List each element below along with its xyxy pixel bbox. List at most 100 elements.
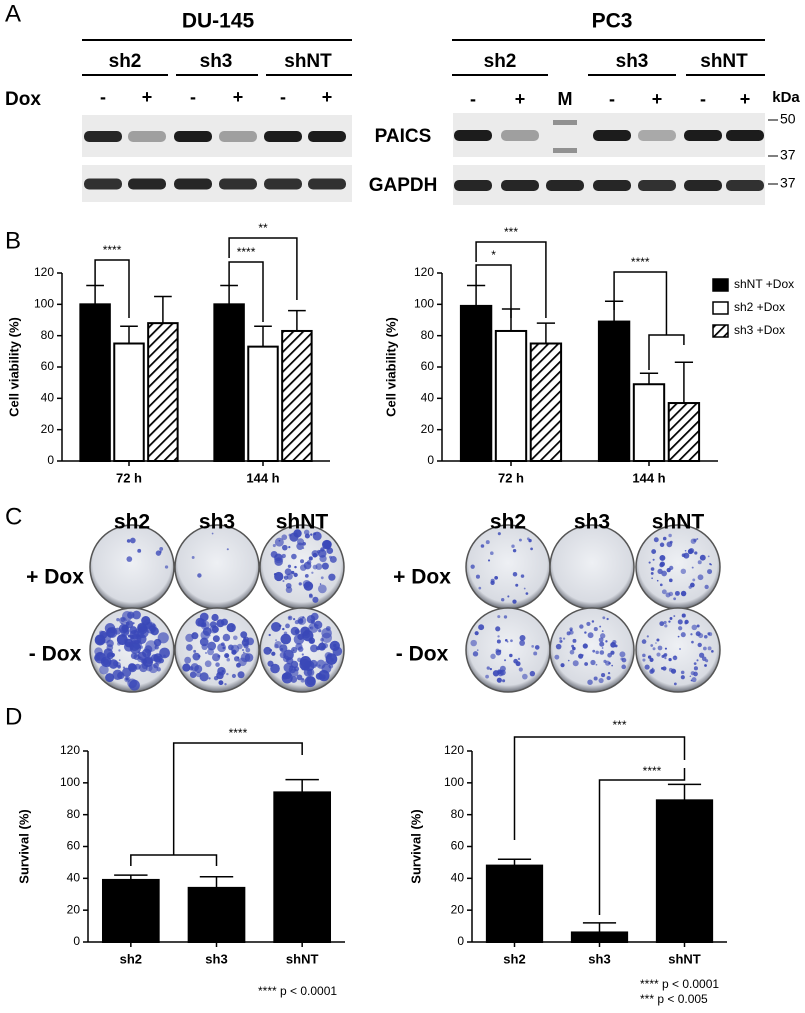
colony bbox=[112, 669, 123, 680]
colony bbox=[707, 646, 712, 651]
colony bbox=[529, 670, 536, 677]
y-tick-label: 120 bbox=[414, 265, 434, 279]
colony bbox=[684, 619, 689, 624]
column-label: shNT bbox=[276, 511, 329, 534]
row-label: + Dox bbox=[26, 566, 84, 589]
y-axis-label: Survival (%) bbox=[408, 809, 423, 883]
colony bbox=[650, 644, 654, 647]
colony bbox=[215, 662, 220, 667]
colony bbox=[283, 649, 294, 661]
colony bbox=[240, 631, 248, 639]
y-tick-label: 20 bbox=[67, 902, 81, 916]
colony bbox=[290, 570, 295, 575]
sig-label: **** bbox=[237, 245, 256, 259]
colony bbox=[283, 631, 288, 635]
colony bbox=[607, 652, 612, 658]
x-tick-label: sh2 bbox=[120, 951, 142, 966]
colony bbox=[158, 658, 165, 664]
colony bbox=[145, 664, 153, 672]
colony bbox=[672, 655, 678, 661]
colony bbox=[533, 651, 538, 656]
cell-line: DU-145 bbox=[182, 10, 255, 33]
colony bbox=[614, 644, 618, 648]
y-axis-label: Cell viability (%) bbox=[383, 317, 398, 417]
colony bbox=[485, 540, 490, 545]
colony bbox=[283, 576, 286, 579]
colony bbox=[525, 592, 529, 595]
colony bbox=[320, 547, 325, 552]
colony bbox=[664, 647, 667, 650]
colony bbox=[211, 532, 214, 535]
colony bbox=[664, 657, 667, 660]
colony bbox=[285, 582, 292, 589]
colony bbox=[297, 633, 304, 640]
colony bbox=[610, 642, 616, 648]
colony bbox=[689, 675, 692, 678]
colony bbox=[139, 663, 148, 673]
x-tick-label: shNT bbox=[668, 951, 701, 966]
plate bbox=[549, 607, 635, 693]
colony bbox=[231, 673, 236, 678]
dox-sign: - bbox=[280, 87, 286, 107]
footnote: **** p < 0.0001 bbox=[258, 984, 337, 998]
colony bbox=[306, 676, 316, 686]
colony bbox=[237, 671, 245, 679]
colony bbox=[303, 561, 312, 570]
marker-band bbox=[553, 120, 577, 125]
colony bbox=[677, 635, 680, 638]
colony bbox=[650, 567, 655, 571]
group-label: shNT bbox=[700, 51, 748, 72]
colony bbox=[674, 590, 680, 596]
colony bbox=[121, 622, 123, 625]
colony bbox=[528, 538, 532, 543]
sig-bracket bbox=[513, 736, 686, 840]
colony bbox=[649, 669, 655, 674]
legend-label: sh3 +Dox bbox=[734, 323, 785, 337]
colony bbox=[668, 667, 673, 672]
band bbox=[308, 131, 346, 142]
x-tick-label: shNT bbox=[286, 951, 319, 966]
colony bbox=[659, 542, 665, 548]
dox-label: Dox bbox=[5, 89, 41, 110]
colony bbox=[697, 574, 704, 581]
y-tick-label: 0 bbox=[427, 453, 434, 467]
colony bbox=[128, 663, 137, 673]
marker-label: 50 bbox=[780, 111, 796, 127]
colony bbox=[297, 646, 304, 652]
y-tick-label: 60 bbox=[67, 839, 81, 853]
colony bbox=[598, 637, 604, 643]
colony bbox=[581, 654, 584, 656]
colony bbox=[668, 657, 672, 662]
colony bbox=[661, 589, 667, 595]
colony bbox=[696, 537, 699, 540]
colony bbox=[592, 649, 596, 653]
colony bbox=[656, 579, 659, 582]
colony bbox=[503, 615, 508, 619]
blot-paics bbox=[82, 115, 352, 157]
band bbox=[128, 131, 166, 142]
colony bbox=[569, 649, 575, 655]
colony bbox=[321, 641, 324, 644]
colony bbox=[233, 635, 238, 641]
colony bbox=[195, 617, 205, 627]
colony bbox=[669, 617, 673, 620]
colony bbox=[518, 538, 522, 542]
colony bbox=[218, 680, 224, 686]
colony bbox=[642, 658, 646, 662]
dox-sign: + bbox=[515, 89, 526, 109]
colony bbox=[312, 596, 319, 603]
colony bbox=[572, 646, 576, 651]
colony bbox=[655, 642, 657, 644]
sig-label: *** bbox=[612, 718, 626, 732]
colony bbox=[677, 619, 683, 625]
colony bbox=[150, 661, 153, 664]
colony bbox=[673, 597, 677, 601]
band bbox=[84, 178, 122, 190]
band bbox=[546, 180, 584, 191]
colony bbox=[123, 628, 130, 635]
y-tick-label: 80 bbox=[451, 807, 465, 821]
y-tick-label: 20 bbox=[41, 422, 55, 436]
colony bbox=[591, 620, 595, 623]
colony bbox=[108, 659, 119, 669]
colony bbox=[486, 666, 490, 670]
